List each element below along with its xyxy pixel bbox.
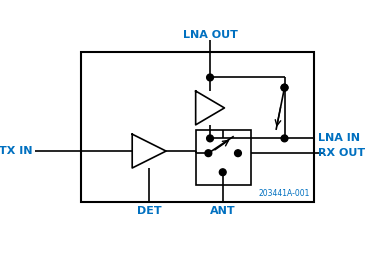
Text: ANT: ANT [210,206,236,216]
Text: RX OUT: RX OUT [318,148,366,158]
Text: LNA IN: LNA IN [318,133,360,143]
Circle shape [205,150,212,157]
Bar [196,130,251,185]
Circle shape [235,150,241,157]
Text: TX IN: TX IN [0,146,32,156]
Circle shape [207,135,214,142]
Bar [81,52,314,202]
Circle shape [281,135,288,142]
Circle shape [281,84,288,91]
Circle shape [219,169,226,176]
Text: 203441A-001: 203441A-001 [258,189,310,198]
Circle shape [207,74,214,81]
Text: LNA OUT: LNA OUT [183,30,237,40]
Circle shape [281,84,288,91]
Text: DET: DET [137,206,161,216]
